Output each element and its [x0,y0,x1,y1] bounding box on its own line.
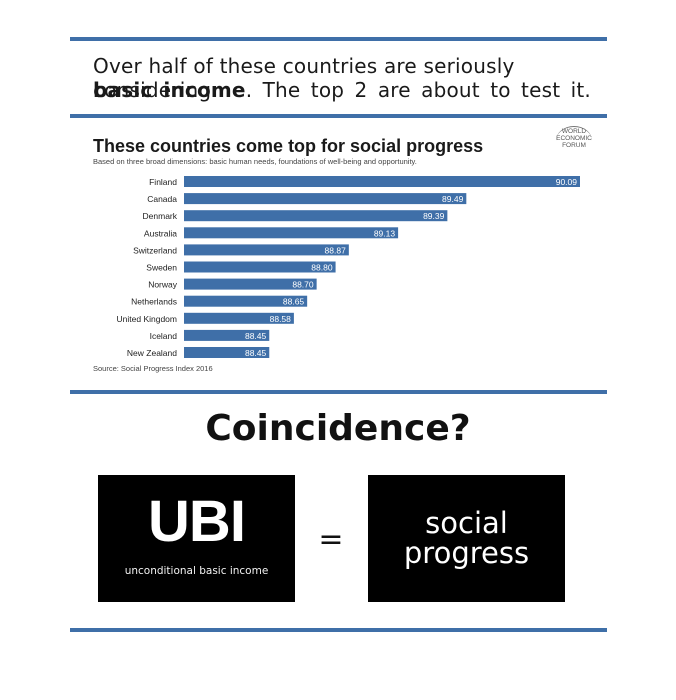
chart-title: These countries come top for social prog… [93,136,484,156]
value-label: 88.87 [325,245,347,255]
ubi-subtitle: unconditional basic income [124,565,269,577]
coincidence-heading: Coincidence? [205,408,471,449]
category-label: United Kingdom [117,314,177,324]
value-label: 88.45 [245,348,267,358]
value-label: 89.39 [423,211,445,221]
bar [184,347,270,358]
social-progress-text: social progress [403,506,530,570]
headline-basic-income: basic income [93,78,246,102]
equals-sign: = [318,522,344,557]
bar [184,261,336,273]
value-label: 89.13 [374,228,396,238]
bar [184,278,317,290]
bottom-rule [70,628,607,632]
bar [184,329,270,341]
category-label: Sweden [146,263,177,273]
category-label: Finland [149,177,177,187]
bar [184,210,448,222]
bar [184,295,308,307]
value-label: 88.45 [245,331,267,341]
chart-subtitle: Based on three broad dimensions: basic h… [93,157,417,166]
category-label: Switzerland [133,245,177,255]
rule-under-chart [70,390,607,394]
bar [184,193,467,205]
value-label: 88.70 [292,280,314,290]
category-label: Netherlands [131,297,177,307]
value-label: 89.49 [442,194,464,204]
bar [184,227,399,239]
category-label: Norway [148,280,178,290]
chart-source: Source: Social Progress Index 2016 [93,364,213,373]
rule-under-headline [70,114,607,118]
value-label: 88.58 [270,314,292,324]
social-progress-box: social progress [368,475,565,602]
top-rule [70,37,607,41]
bar [184,244,349,256]
value-label: 88.80 [311,263,333,273]
wef-logo: WORLD ECONOMIC FORUM [548,126,600,149]
category-label: Denmark [143,211,178,221]
category-label: Iceland [150,331,178,341]
value-label: 88.65 [283,297,305,307]
bar [184,176,580,187]
category-label: Australia [144,228,177,238]
ubi-box: UBI unconditional basic income [98,475,295,602]
ubi-title: UBI [148,489,246,554]
category-label: New Zealand [127,348,177,358]
headline-line-1: Over half of these countries are serious… [93,54,515,102]
headline-line-2: basic income. The top 2 are about to tes… [93,78,591,102]
value-label: 90.09 [556,177,578,187]
category-label: Canada [147,194,177,204]
bar [184,312,294,324]
